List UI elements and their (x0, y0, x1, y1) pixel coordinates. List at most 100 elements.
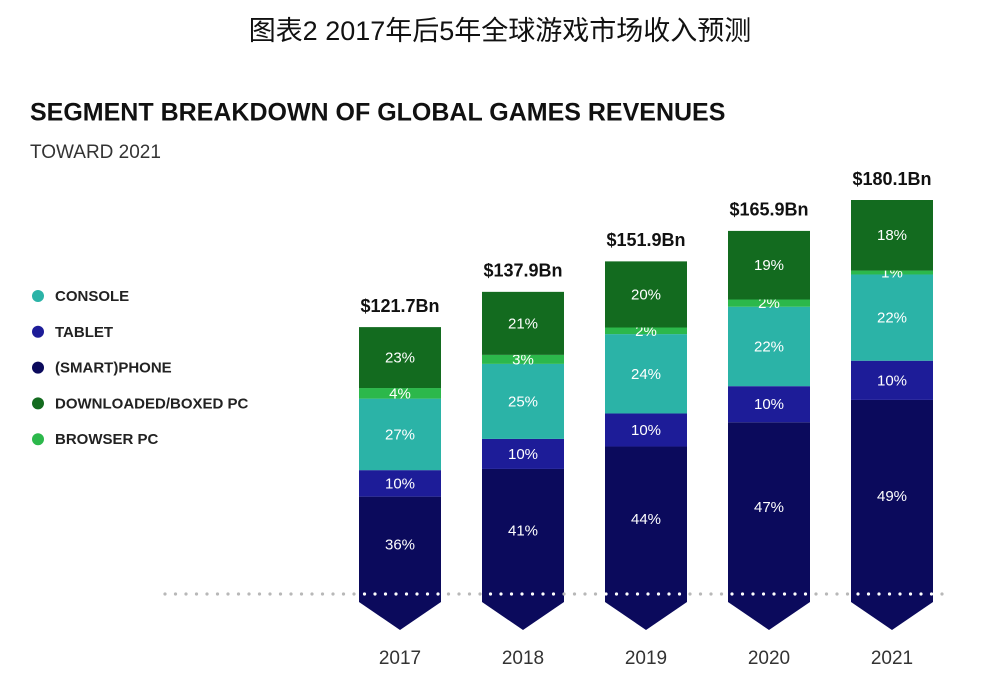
legend-swatch (32, 397, 44, 410)
x-tick-label: 2020 (748, 648, 790, 669)
data-label: 47% (754, 499, 784, 516)
baseline-dot (583, 592, 587, 596)
baseline-dot (205, 592, 209, 596)
baseline-dot (488, 592, 493, 596)
bar-segment (359, 327, 441, 389)
baseline-dot (415, 592, 419, 596)
legend-swatch (32, 325, 44, 338)
legend-label: DOWNLOADED/BOXED PC (55, 395, 249, 412)
bar-segment (359, 398, 441, 471)
data-label: 41% (508, 522, 538, 539)
baseline-dot (625, 592, 629, 596)
baseline-dot (782, 592, 787, 596)
baseline-dot (562, 592, 566, 596)
subtitle: TOWARD 2021 (30, 142, 161, 163)
baseline-dot (236, 592, 241, 596)
baseline-dot (173, 592, 178, 596)
bar-segment (359, 470, 441, 497)
baseline-dot (320, 592, 325, 596)
baseline-dot (719, 592, 724, 596)
total-label: $165.9Bn (729, 200, 808, 220)
baseline-dot (887, 592, 892, 596)
total-label: $121.7Bn (360, 296, 439, 316)
baseline-dot (436, 592, 440, 596)
baseline-dot (331, 592, 335, 596)
bar-segment (482, 438, 564, 469)
baseline-dot (268, 592, 272, 596)
baseline-dot (446, 592, 451, 596)
x-tick-label: 2018 (502, 648, 544, 669)
baseline-dot (688, 592, 692, 596)
baseline-dot (824, 592, 829, 596)
legend-label: BROWSER PC (55, 431, 159, 448)
chart-title: SEGMENT BREAKDOWN OF GLOBAL GAMES REVENU… (30, 99, 725, 127)
baseline-dot (163, 592, 167, 596)
bar-segment (482, 468, 564, 592)
bar-segment (605, 327, 687, 335)
baseline-dot (604, 592, 608, 596)
baseline-dot (803, 592, 808, 596)
baseline-dot (520, 592, 524, 596)
data-label: 44% (631, 511, 661, 528)
baseline-dot (404, 592, 409, 596)
baseline-dot (646, 592, 650, 596)
baseline-dot (278, 592, 283, 596)
data-label: 27% (385, 426, 415, 443)
baseline-dot (383, 592, 388, 596)
baseline-dot (814, 592, 818, 596)
data-label: 36% (385, 536, 415, 553)
bar-segment (728, 299, 810, 307)
bar-segment (851, 270, 933, 275)
baseline-dot (730, 592, 734, 596)
bar-segment (851, 360, 933, 400)
baseline-dot (215, 592, 220, 596)
bar-arrow (728, 592, 810, 630)
legend-label: TABLET (55, 324, 113, 341)
baseline-dot (709, 592, 713, 596)
baseline-dot (226, 592, 230, 596)
bar-segment (605, 261, 687, 328)
bar-arrow (851, 592, 933, 630)
bar-segment (728, 386, 810, 423)
baseline-dot (352, 592, 356, 596)
bar-arrow (605, 592, 687, 630)
baseline-dot (373, 592, 377, 596)
x-tick-label: 2021 (871, 648, 913, 669)
legend-label: (SMART)PHONE (55, 360, 172, 377)
bar-segment (728, 230, 810, 300)
baseline-dot (499, 592, 503, 596)
baseline-dot (751, 592, 755, 596)
data-label: 4% (389, 385, 411, 402)
baseline-dot (394, 592, 398, 596)
total-label: $151.9Bn (606, 230, 685, 250)
baseline-dot (656, 592, 661, 596)
baseline-dot (635, 592, 640, 596)
data-label: 49% (877, 488, 907, 505)
data-label: 3% (512, 351, 534, 368)
data-label: 10% (631, 422, 661, 439)
data-label: 19% (754, 257, 784, 274)
baseline-dot (299, 592, 304, 596)
bar-segment (605, 334, 687, 414)
data-label: 10% (508, 446, 538, 463)
legend-swatch (32, 361, 44, 374)
baseline-dot (593, 592, 598, 596)
baseline-dot (772, 592, 776, 596)
baseline-dot (940, 592, 944, 596)
bar-segment (359, 496, 441, 592)
baseline-dot (194, 592, 199, 596)
baseline-dot (835, 592, 839, 596)
baseline-dot (919, 592, 923, 596)
caption: 图表2 2017年后5年全球游戏市场收入预测 (249, 16, 752, 46)
bar-segment (482, 363, 564, 439)
baseline-dot (677, 592, 682, 596)
baseline-dot (877, 592, 881, 596)
bar-segment (728, 306, 810, 387)
baseline-dot (362, 592, 367, 596)
data-label: 22% (754, 338, 784, 355)
baseline-dot (740, 592, 745, 596)
bar-segment (482, 291, 564, 355)
data-label: 10% (877, 372, 907, 389)
data-label: 22% (877, 310, 907, 327)
